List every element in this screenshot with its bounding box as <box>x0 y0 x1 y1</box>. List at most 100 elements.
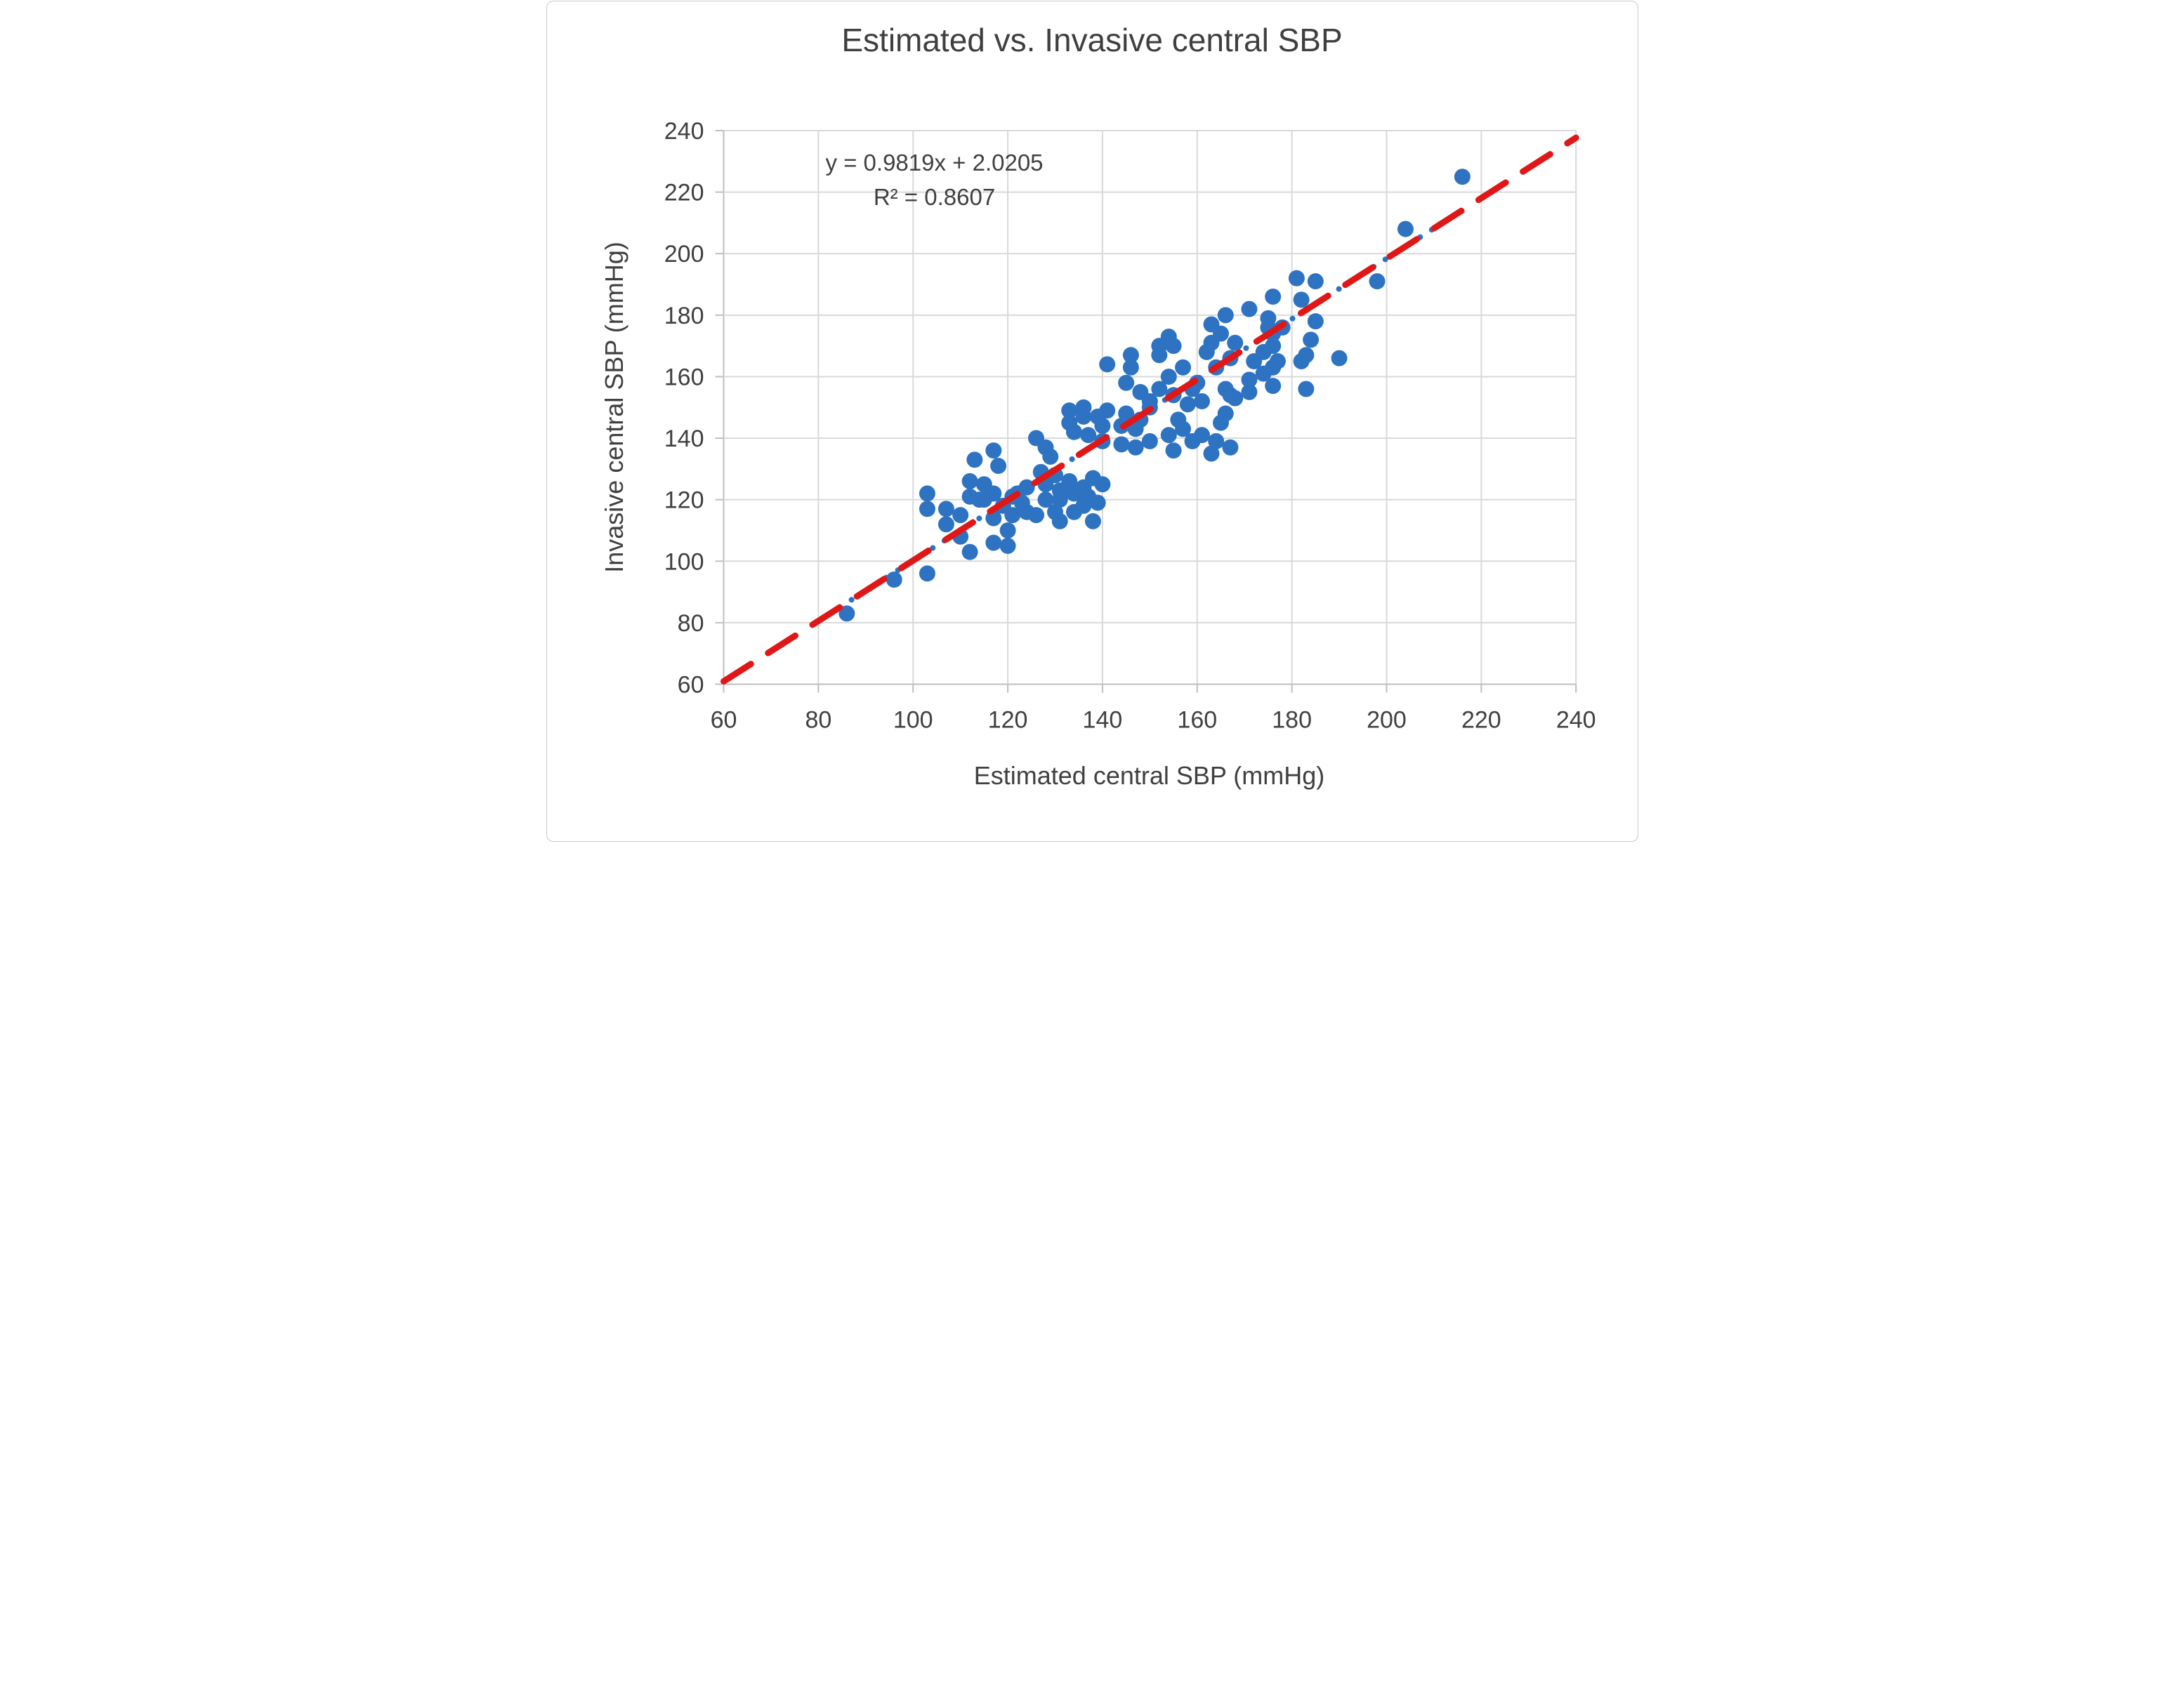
data-point <box>999 522 1016 539</box>
data-point <box>1269 353 1286 370</box>
data-point <box>1174 359 1191 376</box>
data-point <box>1212 325 1229 342</box>
data-point <box>985 442 1001 459</box>
data-point <box>1117 374 1134 391</box>
data-point <box>919 501 935 517</box>
data-point <box>1093 418 1110 435</box>
data-point <box>1297 381 1314 397</box>
data-point <box>1207 433 1224 449</box>
data-point <box>1084 513 1101 529</box>
x-axis-title: Estimated central SBP (mmHg) <box>973 761 1325 790</box>
data-point <box>1259 310 1276 326</box>
y-axis-title: Invasive central SBP (mmHg) <box>599 242 629 573</box>
data-point <box>1098 402 1115 419</box>
data-point <box>1037 491 1054 508</box>
data-point <box>919 565 935 582</box>
data-point <box>1150 381 1167 397</box>
data-point <box>1240 383 1257 400</box>
data-point <box>1454 169 1471 185</box>
y-tick-label: 200 <box>664 241 704 268</box>
data-point <box>1217 307 1234 324</box>
y-tick-label: 100 <box>664 548 704 575</box>
data-point <box>1060 473 1077 489</box>
y-tick-label: 80 <box>677 610 704 637</box>
data-point <box>952 507 968 524</box>
data-point <box>1041 448 1058 465</box>
data-point <box>1079 427 1096 444</box>
data-point <box>985 534 1001 551</box>
data-point <box>989 457 1006 474</box>
data-point <box>1203 445 1220 462</box>
equation-line: y = 0.9819x + 2.0205 <box>825 150 1044 176</box>
y-tick-label: 120 <box>664 487 704 514</box>
x-tick-label: 140 <box>1082 707 1122 734</box>
x-tick-label: 200 <box>1367 707 1407 734</box>
x-tick-label: 220 <box>1461 707 1501 734</box>
scatter-plot-canvas: 60 80 100 120 140 160 180 200 220 240 60 80 100 120 14… <box>664 118 1596 734</box>
data-point <box>1288 270 1305 286</box>
data-point <box>1217 405 1234 422</box>
data-point <box>961 543 978 560</box>
data-point <box>1098 356 1115 373</box>
x-tick-label: 160 <box>1177 707 1217 734</box>
data-point <box>1264 378 1281 395</box>
data-point <box>938 501 954 517</box>
data-point <box>1331 350 1348 367</box>
data-point <box>1112 436 1129 453</box>
data-point <box>1117 405 1134 422</box>
data-point <box>1093 476 1110 493</box>
data-point <box>886 572 902 588</box>
data-point <box>961 473 978 489</box>
data-point <box>1160 427 1177 444</box>
y-tick-label: 240 <box>664 118 704 145</box>
data-point <box>1221 439 1238 456</box>
x-tick-label: 120 <box>987 707 1027 734</box>
data-point <box>1141 433 1158 449</box>
data-point <box>1004 507 1020 524</box>
data-point <box>1065 423 1082 440</box>
data-point <box>1397 220 1414 237</box>
x-tick-label: 240 <box>1555 707 1596 734</box>
y-tick-label: 140 <box>664 425 704 452</box>
data-point <box>1264 338 1281 355</box>
data-point <box>1193 392 1210 409</box>
chart-title: Estimated vs. Invasive central SBP <box>841 22 1343 58</box>
data-point <box>1051 513 1068 529</box>
data-point <box>1165 338 1182 355</box>
data-point <box>1307 313 1324 330</box>
data-point <box>1122 359 1139 376</box>
data-point <box>1240 301 1257 317</box>
data-point <box>1369 273 1386 290</box>
data-point <box>938 516 954 533</box>
data-point <box>1240 371 1257 388</box>
chart-figure: Estimated vs. Invasive central SBP 60 80 1… <box>546 1 1638 842</box>
x-tick-label: 80 <box>805 707 831 734</box>
data-point <box>1193 427 1210 444</box>
data-point <box>1264 289 1281 305</box>
data-point <box>966 451 982 468</box>
data-point <box>1060 402 1077 419</box>
y-tick-label: 180 <box>664 303 704 329</box>
trendline-equation-annotation: y = 0.9819x + 2.0205 R² = 0.8607 <box>825 145 1043 214</box>
data-point <box>1074 399 1091 416</box>
data-point <box>919 485 935 502</box>
data-point <box>1307 273 1324 290</box>
trendline-dashed <box>720 134 1579 685</box>
data-point <box>1179 396 1196 413</box>
data-point <box>1122 347 1139 364</box>
data-point <box>985 485 1001 502</box>
data-point <box>999 537 1016 554</box>
data-point <box>1293 291 1310 308</box>
data-point <box>1226 334 1243 351</box>
y-tick-label: 220 <box>664 180 704 206</box>
data-point <box>1174 421 1191 437</box>
data-point <box>1127 439 1144 456</box>
data-point <box>1226 390 1243 407</box>
x-tick-label: 60 <box>710 707 737 734</box>
r-squared-line: R² = 0.8607 <box>873 184 996 210</box>
data-point <box>1160 368 1177 385</box>
data-point <box>1027 507 1044 524</box>
data-point <box>1297 347 1314 364</box>
data-point <box>1089 494 1106 511</box>
x-tick-label: 100 <box>893 707 933 734</box>
